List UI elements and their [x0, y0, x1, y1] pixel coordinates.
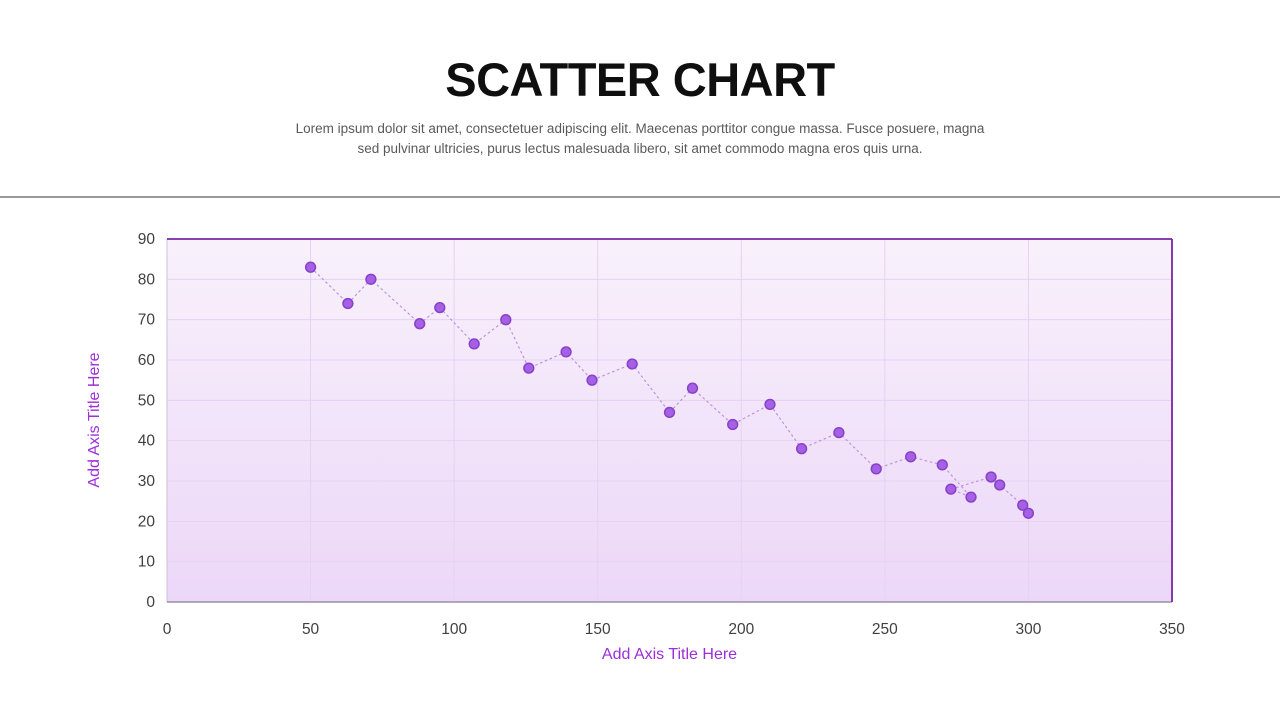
data-point: [985, 471, 997, 483]
svg-text:70: 70: [138, 312, 156, 329]
data-point: [795, 443, 808, 455]
data-point: [560, 346, 572, 358]
data-point: [586, 374, 598, 386]
horizontal-gridlines: [167, 278, 1172, 563]
data-point: [833, 426, 845, 439]
y-tick-labels: 0 10 20 30 40 50 60 70 80 90: [138, 231, 156, 611]
data-point: [764, 398, 776, 411]
header-divider: [0, 196, 1280, 198]
vertical-gridlines: [310, 239, 1029, 602]
svg-text:350: 350: [1159, 621, 1185, 638]
data-point: [870, 463, 882, 475]
slide-subtitle: Lorem ipsum dolor sit amet, consectetuer…: [0, 119, 1280, 159]
data-point: [905, 451, 917, 463]
subtitle-line-1: Lorem ipsum dolor sit amet, consectetuer…: [295, 121, 985, 136]
svg-text:50: 50: [302, 621, 320, 638]
svg-text:250: 250: [872, 621, 898, 638]
subtitle-line-2: sed pulvinar ultricies, purus lectus mal…: [357, 141, 923, 156]
svg-text:20: 20: [138, 513, 156, 530]
data-point: [727, 418, 739, 431]
svg-text:10: 10: [138, 554, 156, 571]
svg-text:150: 150: [585, 621, 611, 638]
plot-area-background: [167, 239, 1172, 602]
svg-text:90: 90: [138, 231, 156, 248]
data-point: [936, 459, 948, 471]
data-point: [626, 358, 638, 370]
data-point: [1022, 507, 1035, 519]
y-axis-title: Add Axis Title Here: [86, 352, 103, 488]
page-title: SCATTER CHART: [445, 53, 835, 106]
svg-text:0: 0: [146, 594, 155, 611]
data-point: [965, 491, 977, 503]
data-point: [342, 297, 354, 310]
data-point: [1017, 499, 1029, 511]
data-point: [663, 406, 676, 419]
data-point: [500, 314, 512, 326]
svg-text:30: 30: [138, 473, 156, 490]
svg-text:100: 100: [441, 621, 467, 638]
data-point: [686, 382, 699, 394]
data-point: [945, 483, 957, 495]
x-axis-title: Add Axis Title Here: [601, 646, 738, 663]
svg-text:60: 60: [138, 352, 156, 369]
data-point: [414, 318, 426, 330]
svg-text:300: 300: [1015, 621, 1041, 638]
svg-text:80: 80: [138, 271, 156, 288]
data-point: [523, 362, 535, 374]
data-point: [304, 261, 317, 273]
svg-text:200: 200: [728, 621, 754, 638]
data-point: [994, 479, 1006, 491]
data-point: [365, 273, 377, 285]
data-point: [434, 301, 446, 314]
x-tick-labels: 0 50 100 150 200 250 300 350: [163, 621, 1186, 638]
svg-text:0: 0: [163, 621, 172, 638]
svg-text:40: 40: [138, 433, 156, 450]
data-point: [468, 338, 480, 350]
data-points: [304, 261, 1035, 519]
svg-text:50: 50: [138, 392, 156, 409]
